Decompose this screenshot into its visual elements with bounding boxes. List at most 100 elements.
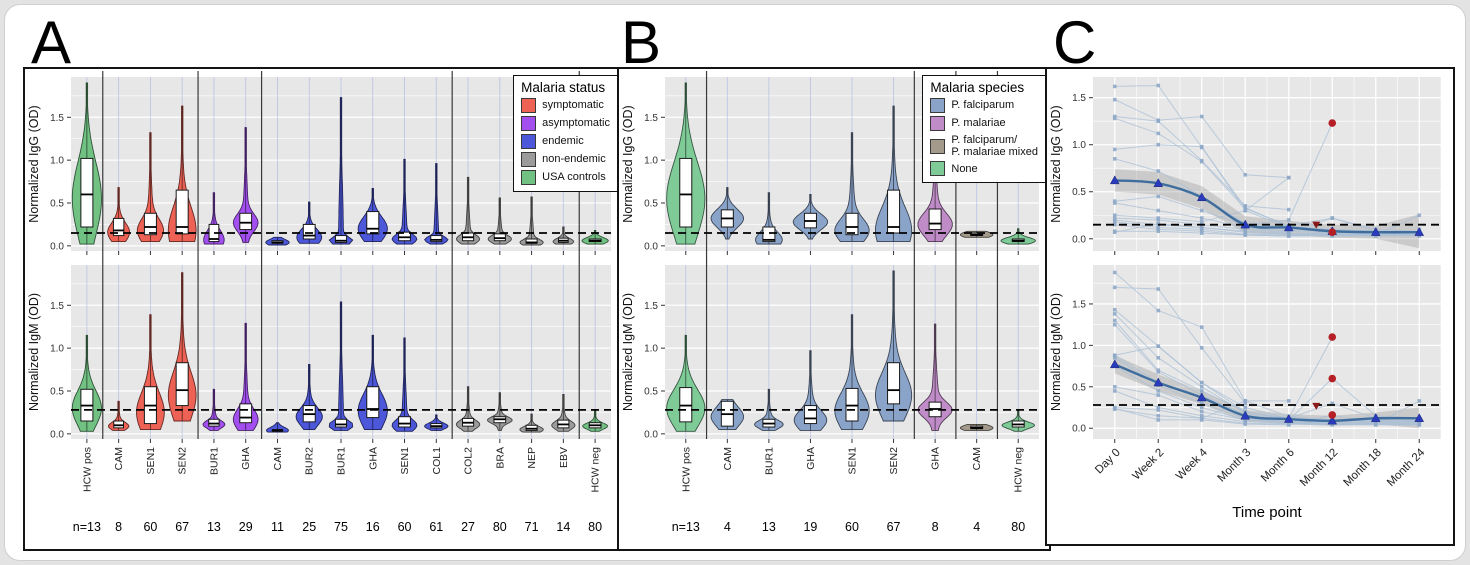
group-label: COL1 <box>431 447 443 475</box>
violin <box>519 413 544 433</box>
outlier-point <box>1328 228 1337 236</box>
violin <box>71 334 102 432</box>
sample-size-label: 16 <box>366 520 380 534</box>
legend-item: non-endemic <box>521 152 610 167</box>
boxplot <box>430 235 443 243</box>
group-label: EBV <box>558 447 570 468</box>
violin <box>710 187 745 240</box>
figure-card: A B C 0.0 0.5 1.0 1.5 Normalized IgG (OD) 0.0… <box>4 4 1466 561</box>
sample-size-label: 71 <box>525 520 539 534</box>
sample-size-label: 60 <box>398 520 412 534</box>
sample-size-label: 19 <box>803 520 817 534</box>
panel-c-label: C <box>1053 9 1097 76</box>
malaria-status-legend: Malaria status symptomatic asymptomatic end… <box>513 75 618 192</box>
violin <box>755 192 783 245</box>
legend-title: Malaria status <box>521 80 606 95</box>
legend-item: symptomatic <box>521 98 610 113</box>
y-axis-title: Normalized IgM (OD) <box>1049 293 1063 411</box>
y-tick-label: 1.5 <box>644 301 658 312</box>
violin <box>792 193 829 240</box>
sample-size-label: 25 <box>302 520 316 534</box>
group-label: COL2 <box>463 447 475 475</box>
y-tick-label: 1.5 <box>1072 299 1086 310</box>
mean-marker <box>1327 415 1338 425</box>
outlier-triangle <box>1312 402 1321 410</box>
group-label: HCW pos <box>81 447 93 492</box>
y-tick-label: 1.0 <box>1072 341 1086 352</box>
time-label: Week 2 <box>1130 447 1166 483</box>
y-tick-label: 1.5 <box>50 301 64 312</box>
violin <box>391 337 418 432</box>
violin <box>552 226 575 245</box>
violin <box>107 187 131 243</box>
mean-marker <box>1153 377 1164 387</box>
sample-size-label: n=13 <box>672 520 700 534</box>
y-tick-label: 0.5 <box>50 387 64 398</box>
violin <box>136 314 165 431</box>
y-tick-label: 0.0 <box>50 429 64 440</box>
group-label: BUR1 <box>763 447 775 475</box>
y-axis-title: Normalized IgG (OD) <box>621 105 635 222</box>
time-label: Month 18 <box>1341 447 1383 489</box>
violin <box>391 158 418 245</box>
violin <box>519 196 544 246</box>
boxplot <box>80 157 94 228</box>
violin <box>754 388 784 431</box>
violin <box>834 132 870 243</box>
group-label: GHA <box>930 447 942 470</box>
legend-item: endemic <box>521 134 610 149</box>
y-tick-label: 0.5 <box>1072 187 1086 198</box>
violin <box>167 105 197 243</box>
boxplot <box>928 208 942 231</box>
group-label: SEN1 <box>399 447 411 475</box>
legend-swatch <box>521 116 537 131</box>
y-tick-label: 1.5 <box>1072 93 1086 104</box>
violin <box>424 414 449 431</box>
boxplot <box>366 211 380 235</box>
individual-trajectory <box>1114 345 1420 421</box>
boxplot <box>762 226 776 243</box>
sample-size-label: 4 <box>973 520 980 534</box>
sample-size-label: 8 <box>932 520 939 534</box>
legend-item: None <box>930 161 1038 177</box>
individual-trajectory <box>1114 117 1420 232</box>
individual-trajectory <box>1114 407 1420 426</box>
boxplot <box>239 403 253 424</box>
boxplot <box>334 235 348 243</box>
y-tick-label: 1.5 <box>50 113 64 124</box>
legend-label: USA controls <box>542 171 606 184</box>
y-tick-label: 0.0 <box>644 241 658 252</box>
time-label: Month 24 <box>1385 446 1428 489</box>
legend-swatch <box>930 98 946 113</box>
group-label: GHA <box>367 447 379 470</box>
mean-marker <box>1283 222 1294 232</box>
violin <box>423 163 449 245</box>
violin <box>107 400 130 431</box>
violin <box>487 197 512 245</box>
violin <box>874 270 913 422</box>
legend-item: P. falciparum <box>930 98 1038 113</box>
y-tick-label: 0.5 <box>1072 382 1086 393</box>
sample-size-label: 11 <box>271 520 284 534</box>
boxplot <box>334 418 348 428</box>
boxplot <box>803 405 817 425</box>
legend-item: P. falciparum/P. malariae mixed <box>930 134 1038 158</box>
violin <box>232 322 259 431</box>
group-label: BUR1 <box>336 447 348 475</box>
outlier-triangle <box>1312 221 1321 229</box>
group-label: SEN2 <box>177 447 189 475</box>
y-tick-label: 0.5 <box>644 199 658 210</box>
y-tick-label: 1.5 <box>644 113 658 124</box>
y-tick-label: 1.0 <box>50 344 64 355</box>
group-label: BUR1 <box>208 447 220 475</box>
panel-b-violin-plot: 0.0 0.5 1.0 1.5 Normalized IgG (OD) 0.0 0.5 1.0… <box>617 67 1051 551</box>
sample-size-label: 80 <box>588 520 602 534</box>
time-label: Month 6 <box>1259 447 1297 485</box>
boxplot <box>302 223 316 240</box>
sample-size-label: 13 <box>207 520 221 534</box>
violin <box>486 392 513 431</box>
sample-size-label: 8 <box>115 520 122 534</box>
sample-size-label: 67 <box>175 520 189 534</box>
violin <box>710 399 745 431</box>
violin <box>296 201 323 244</box>
